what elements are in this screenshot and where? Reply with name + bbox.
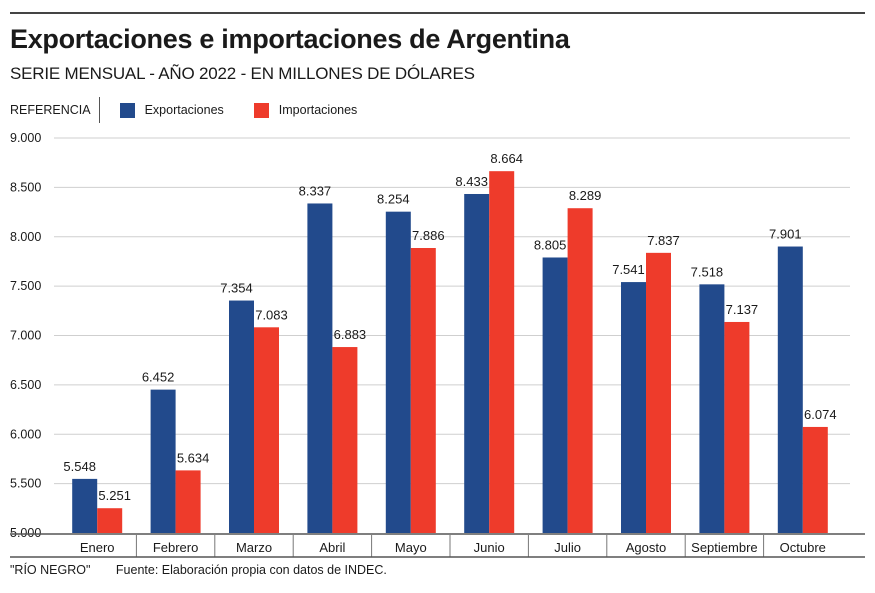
chart-subtitle: SERIE MENSUAL - AÑO 2022 - EN MILLONES D… [10,64,475,83]
data-label-exportaciones-agosto: 7.541 [612,262,645,277]
legend-swatch-importaciones [253,102,269,118]
data-label-exportaciones-abril: 8.337 [299,183,332,198]
legend: REFERENCIA Exportaciones Importaciones [10,97,357,123]
data-label-importaciones-septiembre: 7.137 [726,302,759,317]
chart-title: Exportaciones e importaciones de Argenti… [10,24,570,54]
x-tick-label: Septiembre [691,540,757,555]
data-label-importaciones-mayo: 7.886 [412,228,445,243]
bar-importaciones-abril [332,347,358,533]
bar-importaciones-marzo [254,327,279,533]
bar-exportaciones-junio [464,193,490,533]
bar-exportaciones-agosto [621,282,646,533]
legend-label: REFERENCIA [10,97,100,123]
bar-importaciones-agosto [646,252,671,533]
data-label-exportaciones-enero: 5.548 [63,459,96,474]
data-label-exportaciones-octubre: 7.901 [769,227,802,242]
bar-exportaciones-julio [542,257,568,533]
legend-text-importaciones: Importaciones [278,103,358,117]
legend-item-exportaciones: Exportaciones [119,102,224,118]
bar-exportaciones-febrero [150,389,176,533]
data-label-exportaciones-junio: 8.433 [455,174,488,189]
data-label-exportaciones-septiembre: 7.518 [691,264,724,279]
data-label-importaciones-julio: 8.289 [569,188,602,203]
bar-importaciones-septiembre [724,321,750,533]
data-label-exportaciones-julio: 8.805 [534,237,567,252]
bar-importaciones-julio [567,208,593,533]
x-tick-label: Enero [80,540,115,555]
bar-exportaciones-octubre [777,246,803,533]
legend-text-exportaciones: Exportaciones [144,103,224,117]
bar-exportaciones-septiembre [699,284,725,533]
x-tick-label: Febrero [153,540,199,555]
data-label-importaciones-marzo: 7.083 [255,307,288,322]
bar-exportaciones-marzo [229,300,254,533]
x-tick-label: Marzo [236,540,272,555]
legend-swatch-exportaciones [119,102,135,118]
footer-source: Fuente: Elaboración propia con datos de … [115,563,387,577]
x-tick-label: Mayo [395,540,427,555]
data-label-importaciones-abril: 6.883 [334,327,367,342]
bar-importaciones-febrero [175,470,201,533]
bar-importaciones-enero [97,508,123,533]
top-rule [10,12,865,14]
y-tick-label: 8.000 [10,230,41,244]
data-label-importaciones-junio: 8.664 [490,151,523,166]
data-label-importaciones-agosto: 7.837 [647,233,680,248]
bar-exportaciones-abril [307,203,333,533]
data-label-importaciones-febrero: 5.634 [177,450,210,465]
y-tick-label: 8.500 [10,180,41,194]
y-tick-label: 9.000 [10,131,41,145]
y-tick-label: 7.000 [10,329,41,343]
bar-exportaciones-mayo [385,211,411,534]
data-label-exportaciones-marzo: 7.354 [220,281,253,296]
y-tick-label: 5.500 [10,477,41,491]
bar-exportaciones-enero [72,478,98,533]
y-tick-label: 6.500 [10,378,41,392]
data-label-importaciones-octubre: 6.074 [804,407,837,422]
x-tick-label: Octubre [780,540,826,555]
data-label-exportaciones-febrero: 6.452 [142,370,175,385]
data-label-importaciones-enero: 5.251 [98,488,131,503]
bar-importaciones-octubre [802,426,828,533]
y-tick-label: 6.000 [10,427,41,441]
data-label-exportaciones-mayo: 8.254 [377,192,410,207]
bar-importaciones-mayo [410,248,436,533]
x-tick-label: Abril [319,540,345,555]
x-tick-label: Junio [474,540,505,555]
y-tick-label: 7.500 [10,279,41,293]
y-tick-label: 5.000 [10,526,41,540]
x-tick-label: Agosto [626,540,666,555]
x-tick-label: Julio [554,540,581,555]
legend-item-importaciones: Importaciones [253,102,358,118]
bar-importaciones-junio [489,171,515,533]
footer-credit: "RÍO NEGRO" [10,563,91,577]
footer: "RÍO NEGRO" Fuente: Elaboración propia c… [10,563,387,577]
